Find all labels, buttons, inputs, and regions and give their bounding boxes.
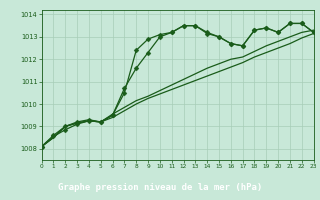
Text: Graphe pression niveau de la mer (hPa): Graphe pression niveau de la mer (hPa) — [58, 183, 262, 192]
